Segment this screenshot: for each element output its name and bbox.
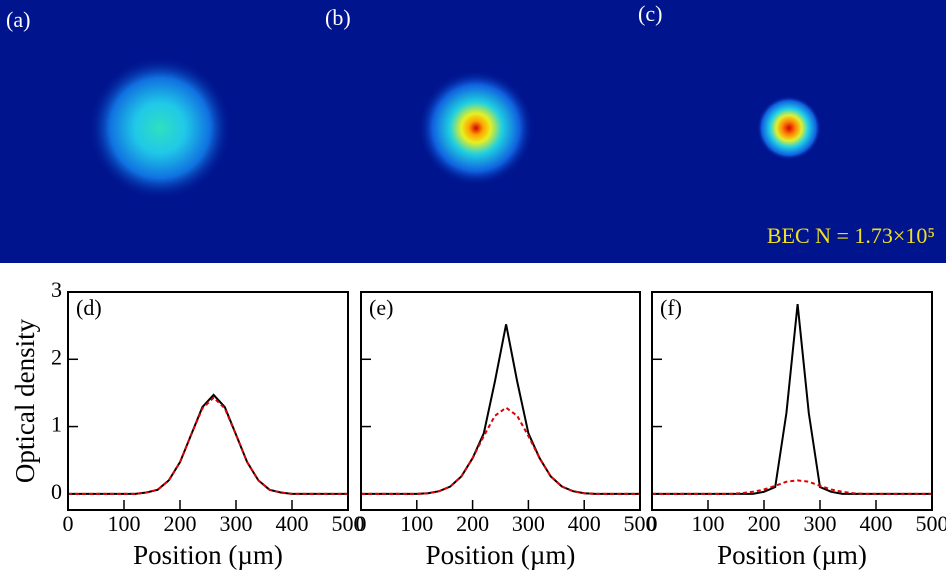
x-tick-label: 100 bbox=[692, 511, 725, 536]
y-tick-label: 0 bbox=[51, 479, 62, 504]
x-tick-label: 500 bbox=[624, 511, 657, 536]
x-tick-label: 400 bbox=[568, 511, 601, 536]
plot-frame bbox=[360, 291, 641, 511]
plot-frame bbox=[651, 291, 933, 511]
x-tick-label: 500 bbox=[916, 511, 946, 536]
data-line bbox=[361, 406, 640, 495]
data-line bbox=[68, 396, 348, 495]
y-tick-label: 3 bbox=[51, 277, 62, 302]
x-tick-label: 100 bbox=[108, 511, 141, 536]
x-tick-label: 200 bbox=[456, 511, 489, 536]
cloud-b bbox=[418, 70, 534, 186]
panel-label: (f) bbox=[660, 295, 682, 320]
y-tick-label: 2 bbox=[51, 344, 62, 369]
data-line bbox=[652, 479, 932, 495]
x-tick-label: 500 bbox=[332, 511, 365, 536]
panel-label: (d) bbox=[76, 295, 102, 320]
x-tick-label: 0 bbox=[63, 511, 74, 536]
x-axis-label: Position (µm) bbox=[717, 540, 867, 570]
x-tick-label: 400 bbox=[276, 511, 309, 536]
x-axis-label: Position (µm) bbox=[426, 540, 576, 570]
x-tick-label: 300 bbox=[804, 511, 837, 536]
annotation: BEC N = 1.73×10⁵ bbox=[767, 223, 935, 248]
x-tick-label: 300 bbox=[512, 511, 545, 536]
x-tick-label: 200 bbox=[748, 511, 781, 536]
panel-label: (c) bbox=[638, 1, 662, 26]
x-axis-label: Position (µm) bbox=[133, 540, 283, 570]
x-tick-label: 300 bbox=[220, 511, 253, 536]
data-line bbox=[652, 303, 932, 495]
panel-label: (b) bbox=[325, 5, 351, 30]
y-axis-label: Optical density bbox=[10, 318, 40, 483]
cloud-c bbox=[757, 96, 821, 160]
panel-label: (e) bbox=[369, 295, 393, 320]
x-tick-label: 100 bbox=[400, 511, 433, 536]
x-tick-label: 200 bbox=[164, 511, 197, 536]
panel-label: (a) bbox=[6, 7, 30, 32]
x-tick-label: 0 bbox=[356, 511, 367, 536]
x-tick-label: 0 bbox=[647, 511, 658, 536]
plot-frame bbox=[67, 291, 349, 511]
data-line bbox=[361, 324, 640, 495]
y-tick-label: 1 bbox=[51, 412, 62, 437]
cloud-a bbox=[88, 56, 232, 200]
data-line bbox=[68, 393, 348, 495]
x-tick-label: 400 bbox=[860, 511, 893, 536]
